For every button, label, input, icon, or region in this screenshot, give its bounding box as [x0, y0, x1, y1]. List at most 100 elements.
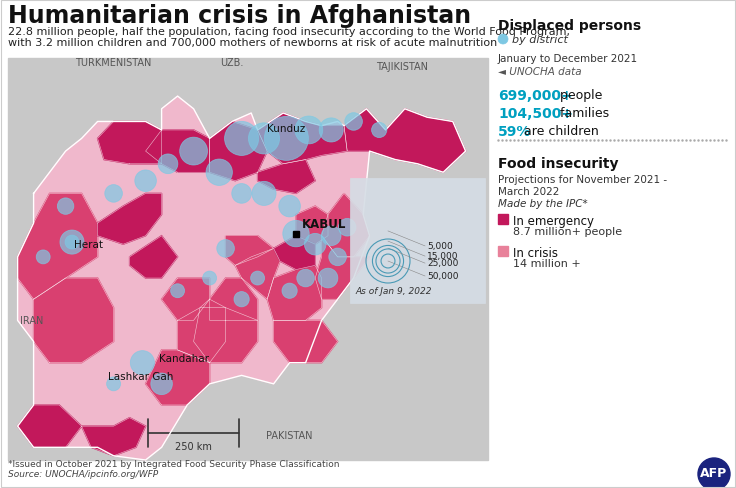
Polygon shape	[210, 279, 258, 321]
Text: In emergency: In emergency	[513, 215, 594, 227]
Text: Lashkar Gah: Lashkar Gah	[107, 371, 173, 381]
Polygon shape	[274, 321, 338, 363]
Text: Herat: Herat	[74, 240, 102, 250]
Circle shape	[224, 122, 258, 156]
Text: Kunduz: Kunduz	[267, 123, 305, 133]
Circle shape	[217, 240, 234, 258]
Text: In crisis: In crisis	[513, 246, 558, 260]
Polygon shape	[296, 207, 328, 244]
Polygon shape	[258, 114, 347, 164]
Text: Source: UNOCHA/ipcinfo.org/WFP: Source: UNOCHA/ipcinfo.org/WFP	[8, 469, 158, 478]
Polygon shape	[315, 236, 369, 300]
Text: TAJIKISTAN: TAJIKISTAN	[375, 62, 428, 72]
Circle shape	[318, 269, 338, 288]
Text: January to December 2021: January to December 2021	[498, 54, 638, 64]
Text: 699,000+: 699,000+	[498, 89, 573, 103]
Polygon shape	[130, 236, 177, 279]
Polygon shape	[177, 300, 226, 363]
Circle shape	[130, 351, 155, 375]
Text: Food insecurity: Food insecurity	[498, 157, 618, 171]
Text: 50,000: 50,000	[427, 271, 459, 281]
Circle shape	[322, 226, 341, 246]
Text: 15,000: 15,000	[427, 252, 459, 261]
Polygon shape	[274, 236, 315, 270]
Text: ◄ UNOCHA data: ◄ UNOCHA data	[498, 67, 581, 77]
Bar	[498, 246, 508, 257]
Bar	[498, 215, 508, 224]
Circle shape	[279, 196, 300, 218]
Polygon shape	[146, 350, 210, 405]
Polygon shape	[236, 249, 280, 300]
Circle shape	[249, 123, 280, 155]
Circle shape	[252, 182, 276, 206]
Bar	[350, 179, 485, 304]
Circle shape	[295, 117, 322, 144]
Text: As of Jan 9, 2022: As of Jan 9, 2022	[355, 286, 431, 295]
Circle shape	[60, 230, 84, 255]
Text: 8.7 million+ people: 8.7 million+ people	[513, 226, 622, 237]
Circle shape	[202, 271, 216, 285]
Text: Kandahar: Kandahar	[159, 354, 209, 364]
Polygon shape	[267, 266, 322, 321]
Circle shape	[57, 199, 74, 215]
Text: KABUL: KABUL	[302, 217, 347, 230]
Circle shape	[151, 373, 172, 395]
Circle shape	[135, 171, 156, 192]
Text: Displaced persons: Displaced persons	[498, 19, 641, 33]
Circle shape	[234, 292, 250, 307]
Circle shape	[339, 219, 356, 237]
Text: Humanitarian crisis in Afghanistan: Humanitarian crisis in Afghanistan	[8, 4, 471, 28]
Text: are children: are children	[520, 125, 598, 138]
Text: *Issued in October 2021 by Integrated Food Security Phase Classification: *Issued in October 2021 by Integrated Fo…	[8, 459, 339, 468]
Polygon shape	[344, 109, 466, 173]
Circle shape	[107, 377, 121, 391]
Polygon shape	[18, 194, 98, 300]
Circle shape	[319, 119, 343, 142]
Text: IRAN: IRAN	[20, 316, 43, 325]
Text: by district: by district	[512, 35, 568, 45]
Circle shape	[232, 184, 252, 204]
Text: 104,500+: 104,500+	[498, 107, 573, 121]
Circle shape	[372, 123, 387, 138]
Circle shape	[206, 160, 233, 186]
Text: 59%: 59%	[498, 125, 531, 139]
Circle shape	[264, 117, 308, 161]
Polygon shape	[98, 194, 162, 244]
Polygon shape	[34, 279, 113, 363]
Polygon shape	[98, 122, 162, 164]
Polygon shape	[162, 279, 210, 321]
Circle shape	[65, 236, 79, 249]
Text: PAKISTAN: PAKISTAN	[266, 430, 313, 440]
Circle shape	[171, 284, 185, 298]
Text: TURKMENISTAN: TURKMENISTAN	[75, 58, 152, 68]
Polygon shape	[18, 97, 466, 460]
Text: families: families	[556, 107, 609, 120]
Polygon shape	[226, 236, 274, 266]
Circle shape	[158, 155, 178, 174]
Circle shape	[251, 271, 264, 285]
Polygon shape	[18, 405, 82, 447]
Circle shape	[297, 270, 314, 287]
Text: 22.8 million people, half the population, facing food insecurity according to th: 22.8 million people, half the population…	[8, 27, 570, 37]
Text: UZB.: UZB.	[220, 58, 244, 68]
Circle shape	[498, 35, 508, 45]
Circle shape	[305, 234, 326, 255]
Circle shape	[36, 250, 50, 264]
Text: AFP: AFP	[701, 467, 728, 480]
Text: Made by the IPC*: Made by the IPC*	[498, 199, 588, 208]
Circle shape	[698, 458, 730, 488]
Circle shape	[344, 113, 362, 131]
Circle shape	[329, 248, 347, 266]
Polygon shape	[322, 194, 369, 257]
Text: March 2022: March 2022	[498, 186, 559, 197]
Text: people: people	[556, 89, 602, 102]
Bar	[8, 59, 488, 460]
Polygon shape	[194, 308, 258, 363]
Circle shape	[282, 284, 297, 299]
Circle shape	[180, 138, 208, 165]
Text: 14 million +: 14 million +	[513, 259, 581, 268]
Polygon shape	[82, 418, 146, 456]
Text: 250 km: 250 km	[175, 441, 212, 451]
Text: Projections for November 2021 -: Projections for November 2021 -	[498, 175, 667, 184]
Text: 5,000: 5,000	[427, 242, 453, 250]
